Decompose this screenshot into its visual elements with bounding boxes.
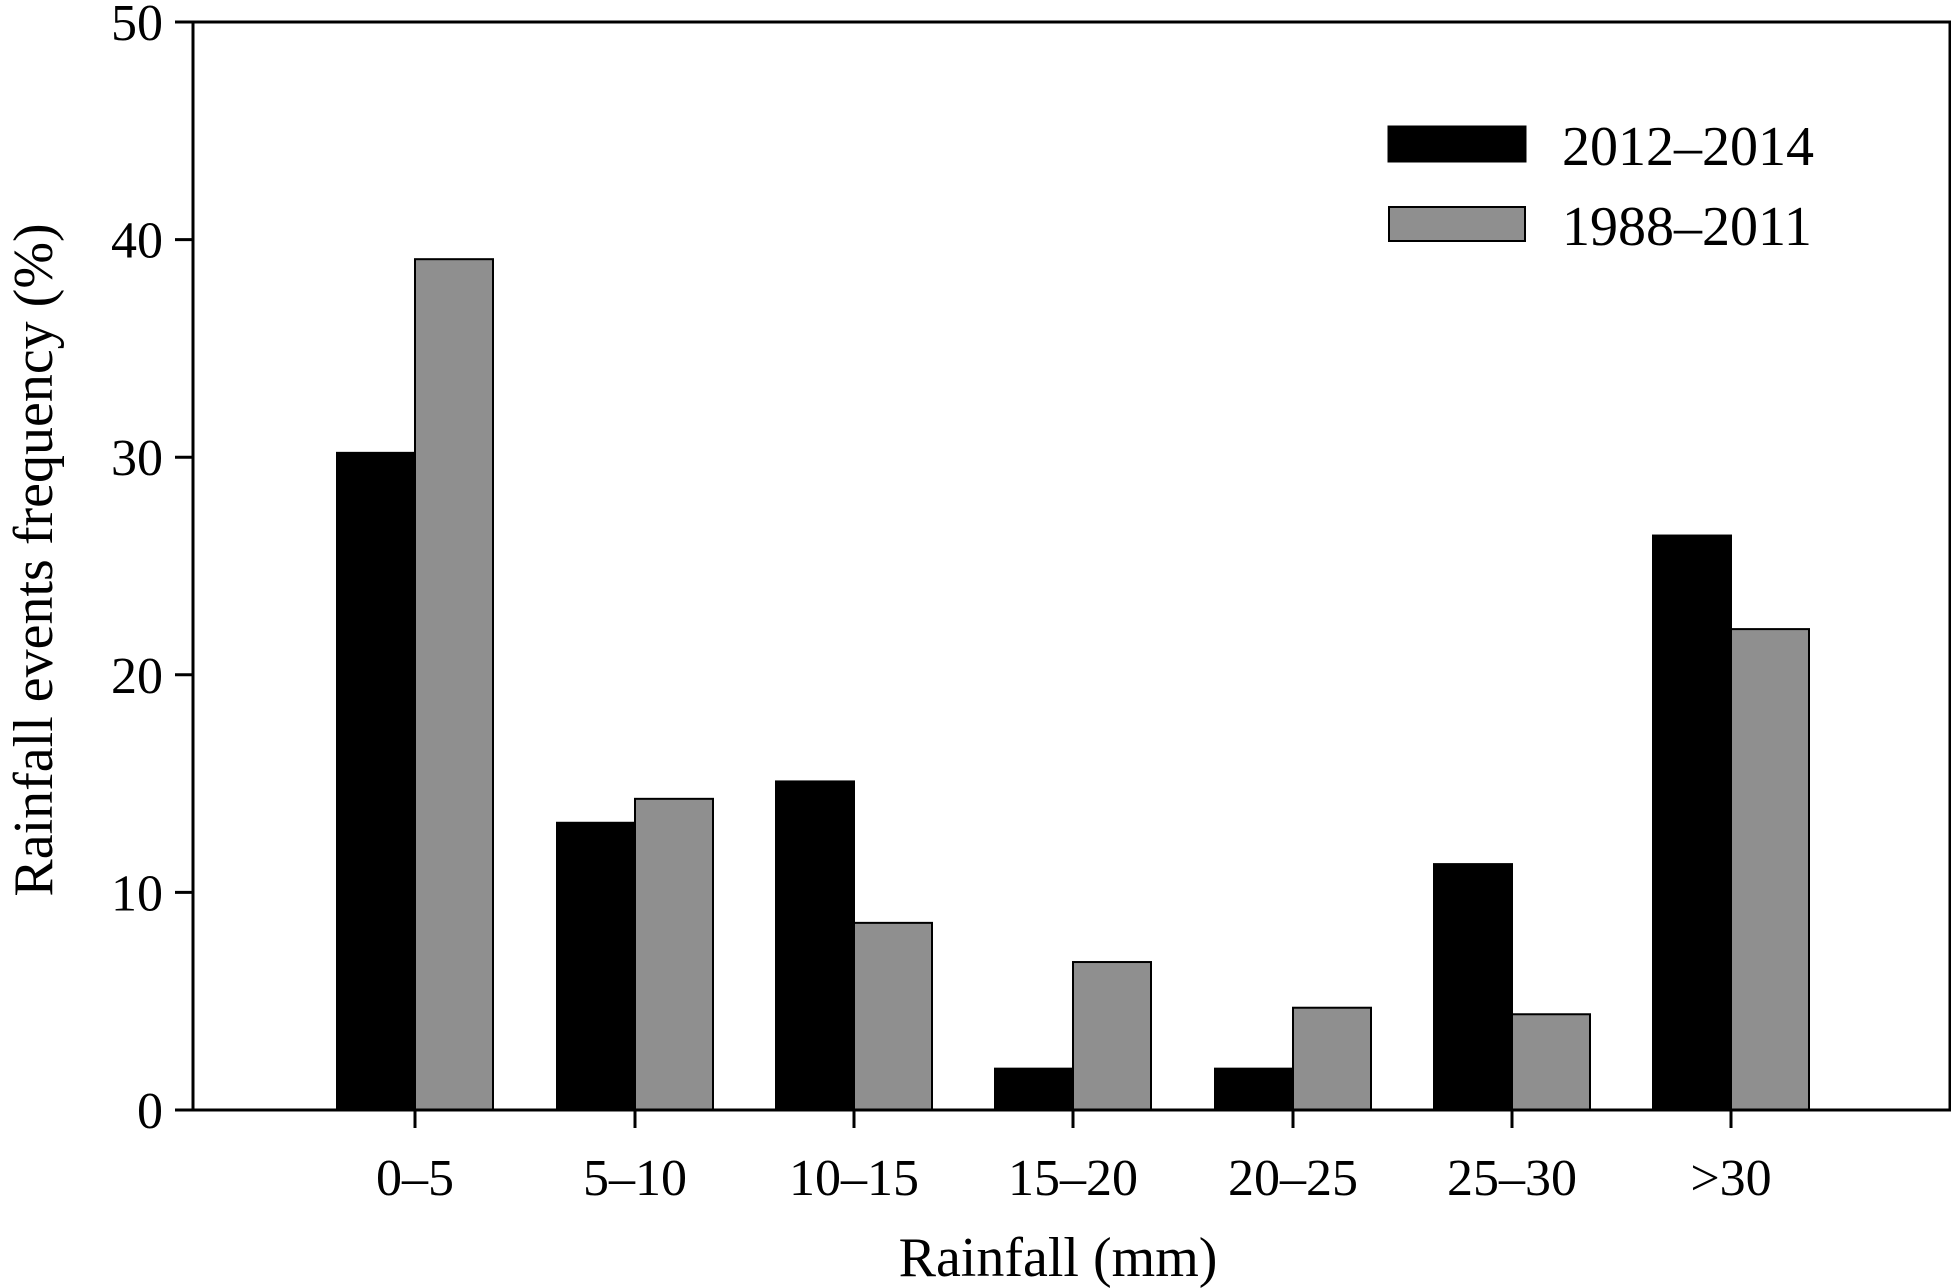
y-axis-title: Rainfall events frequency (%) [3, 223, 65, 896]
bar-1988-2011-1 [634, 797, 714, 1111]
bar-1988-2011-5 [1511, 1013, 1591, 1111]
x-tick-label: 20–25 [1228, 1150, 1358, 1207]
x-tick-label: >30 [1690, 1150, 1771, 1207]
bar-2012-2014-6 [1652, 534, 1732, 1111]
x-axis-title: Rainfall (mm) [899, 1227, 1218, 1288]
legend-label-1988-2011: 1988–2011 [1562, 196, 1812, 258]
x-axis: 0–5 5–10 10–15 15–20 20–25 25–30 >30 [376, 1110, 1772, 1207]
y-tick-label: 0 [137, 1083, 163, 1140]
legend: 2012–2014 1988–2011 [1387, 116, 1814, 258]
x-tick-label: 25–30 [1447, 1150, 1577, 1207]
bar-1988-2011-6 [1730, 628, 1810, 1111]
y-tick-label: 10 [111, 865, 163, 922]
bar-2012-2014-3 [994, 1067, 1074, 1112]
legend-swatch-1988-2011 [1388, 206, 1526, 242]
bar-1988-2011-4 [1292, 1006, 1372, 1112]
y-tick-label: 50 [111, 0, 163, 52]
bar-1988-2011-0 [414, 258, 494, 1111]
x-tick-label: 15–20 [1008, 1150, 1138, 1207]
bar-1988-2011-2 [853, 921, 933, 1112]
bar-1988-2011-3 [1072, 961, 1152, 1111]
x-tick-label: 10–15 [789, 1150, 919, 1207]
y-axis: 0 10 20 30 40 50 [111, 0, 193, 1140]
x-tick-label: 0–5 [376, 1150, 454, 1207]
bars-group [336, 258, 1810, 1112]
bar-2012-2014-1 [556, 821, 636, 1111]
legend-swatch-2012-2014 [1387, 125, 1527, 163]
y-tick-label: 40 [111, 213, 163, 270]
bar-2012-2014-5 [1433, 863, 1513, 1111]
bar-2012-2014-2 [775, 780, 855, 1111]
x-tick-label: 5–10 [583, 1150, 687, 1207]
legend-label-2012-2014: 2012–2014 [1562, 116, 1814, 178]
y-tick-label: 20 [111, 648, 163, 705]
bar-2012-2014-4 [1214, 1067, 1294, 1112]
bar-2012-2014-0 [336, 451, 416, 1111]
y-tick-label: 30 [111, 430, 163, 487]
